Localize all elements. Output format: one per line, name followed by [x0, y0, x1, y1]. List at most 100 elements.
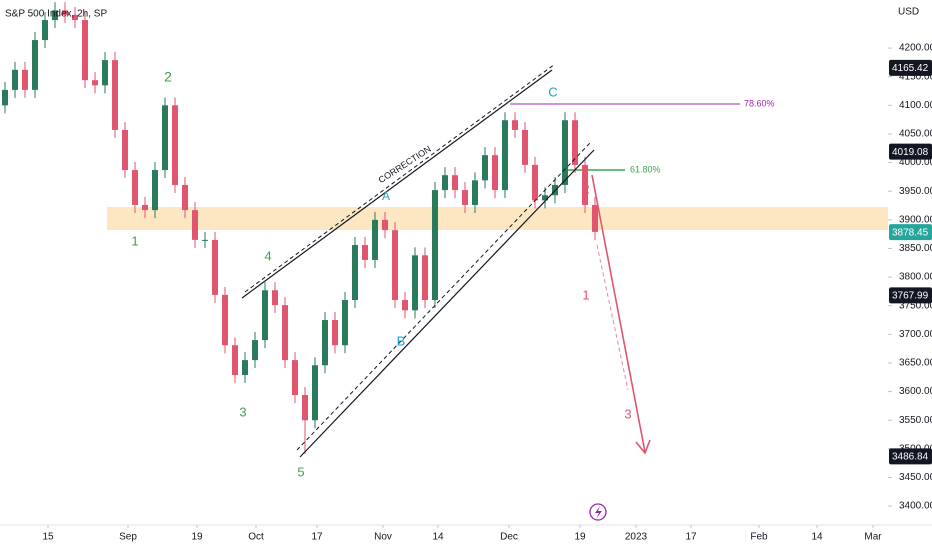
y-tick-label: 3850.00	[899, 243, 932, 254]
candle-body	[562, 120, 568, 185]
price-badge	[889, 287, 932, 304]
candle-body	[122, 129, 128, 171]
channel-lower	[299, 149, 595, 458]
price-badge	[889, 59, 932, 76]
candle-body	[342, 300, 348, 346]
candle-body	[222, 294, 228, 346]
candle-body	[322, 320, 328, 366]
candle-body	[442, 175, 448, 191]
candle-body	[302, 395, 308, 421]
channel-upper-dashed	[244, 63, 556, 293]
x-tick-label: 17	[311, 532, 323, 543]
annotation: B	[397, 333, 406, 348]
y-tick-label: 3900.00	[899, 214, 932, 225]
price-badge	[889, 448, 932, 465]
annotation: 1	[131, 233, 138, 248]
candle-body	[412, 255, 418, 311]
annotation: 78.60%	[744, 98, 775, 108]
candle-body	[372, 219, 378, 260]
x-tick-label: 19	[191, 532, 203, 543]
candle-body	[262, 290, 268, 341]
x-tick-label: 14	[432, 532, 444, 543]
x-tick-label: 19	[574, 532, 586, 543]
y-tick-label: 3800.00	[899, 272, 932, 283]
annotation: C	[548, 84, 557, 99]
y-tick-label: 4200.00	[899, 43, 932, 54]
candle-body	[482, 155, 488, 181]
candle-body	[102, 60, 108, 86]
annotation: 61.80%	[630, 164, 661, 174]
price-badge	[889, 143, 932, 160]
x-tick-label: 2023	[625, 532, 648, 543]
x-tick-label: 17	[685, 532, 697, 543]
candle-body	[252, 340, 258, 361]
y-tick-label: 4000.00	[899, 157, 932, 168]
candle-body	[592, 204, 598, 232]
y-tick-label: 3650.00	[899, 358, 932, 369]
currency: USD	[898, 7, 919, 18]
candle-body	[192, 210, 198, 240]
candle-body	[452, 175, 458, 191]
candle-body	[312, 365, 318, 421]
y-tick-label: 4100.00	[899, 100, 932, 111]
candle-body	[72, 14, 78, 21]
candle-body	[142, 204, 148, 211]
candle-body	[12, 69, 18, 90]
x-tick-label: Dec	[500, 532, 518, 543]
x-tick-label: 15	[42, 532, 54, 543]
candle-body	[462, 190, 468, 205]
candle-body	[572, 120, 578, 165]
price-badge	[889, 224, 932, 241]
annotation: 2	[164, 69, 172, 85]
price-badge-label: 3878.45	[892, 227, 929, 238]
candle-body	[182, 184, 188, 211]
x-tick-label: Sep	[119, 532, 137, 543]
annotation: 1	[582, 287, 589, 302]
candle-body	[112, 60, 118, 130]
event-icon[interactable]	[589, 503, 607, 521]
y-tick-label: 3700.00	[899, 329, 932, 340]
price-badge-label: 4165.42	[892, 63, 929, 74]
support-zone	[107, 207, 888, 230]
candle-body	[52, 10, 58, 21]
candle-body	[492, 155, 498, 191]
candle-body	[422, 255, 428, 300]
candle-body	[212, 239, 218, 295]
candle-body	[582, 164, 588, 205]
chart-title: S&P 500 Index, 2h, SP	[5, 9, 107, 20]
y-tick-label: 3550.00	[899, 415, 932, 426]
candle-body	[132, 170, 138, 205]
candle-body	[352, 245, 358, 300]
candle-body	[292, 360, 298, 396]
candle-body	[82, 20, 88, 81]
candle-body	[282, 305, 288, 361]
y-tick-label: 3400.00	[899, 501, 932, 512]
candle-body	[402, 300, 408, 311]
price-badge-label: 4019.08	[892, 147, 929, 158]
annotation: 4	[264, 248, 271, 263]
candle-body	[432, 190, 438, 300]
projection-arrow	[591, 174, 646, 453]
candle-body	[22, 69, 28, 90]
x-tick-label: Oct	[248, 532, 264, 543]
candle-body	[2, 89, 8, 106]
candle-body	[272, 290, 278, 306]
y-tick-label: 3450.00	[899, 472, 932, 483]
y-tick-label: 3950.00	[899, 186, 932, 197]
arrow-head	[635, 439, 651, 455]
candle-body	[42, 20, 48, 41]
y-tick-label: 4150.00	[899, 71, 932, 82]
x-tick-label: Mar	[864, 532, 882, 543]
channel-upper	[241, 69, 553, 299]
candle-body	[202, 239, 208, 241]
x-tick-label: Nov	[374, 532, 392, 543]
candle-body	[542, 195, 548, 201]
annotation: 5	[297, 464, 304, 479]
x-tick-label: 14	[811, 532, 823, 543]
candles	[2, 2, 598, 455]
candle-body	[522, 129, 528, 165]
candle-body	[232, 345, 238, 375]
candle-body	[512, 120, 518, 130]
